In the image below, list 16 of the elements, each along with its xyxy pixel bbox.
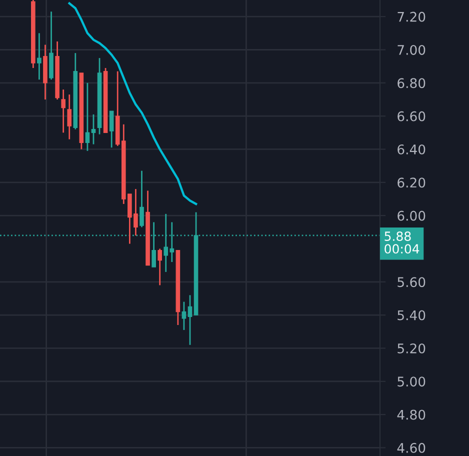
y-tick-label: 6.40 [398, 144, 426, 154]
y-tick-label: 4.80 [397, 410, 426, 420]
line-series [68, 2, 198, 206]
y-tick-label: 5.20 [398, 343, 426, 354]
y-tick-label: 7.00 [398, 44, 426, 55]
y-tick-label: 6.60 [398, 111, 426, 122]
y-tick-label: 6.00 [398, 210, 426, 221]
y-tick-label: 6.20 [398, 178, 426, 188]
y-tick-label: 7.20 [398, 12, 426, 22]
text: 00:04 [384, 244, 420, 254]
y-tick-label: 4.60 [397, 442, 426, 453]
y-tick-label: 5.00 [398, 376, 426, 387]
y-tick-label: 6.80 [398, 78, 426, 88]
y-tick-label: 5.60 [398, 277, 426, 288]
y-tick-label: 5.40 [398, 310, 426, 320]
ref-line-label: 5.88 [384, 232, 411, 241]
